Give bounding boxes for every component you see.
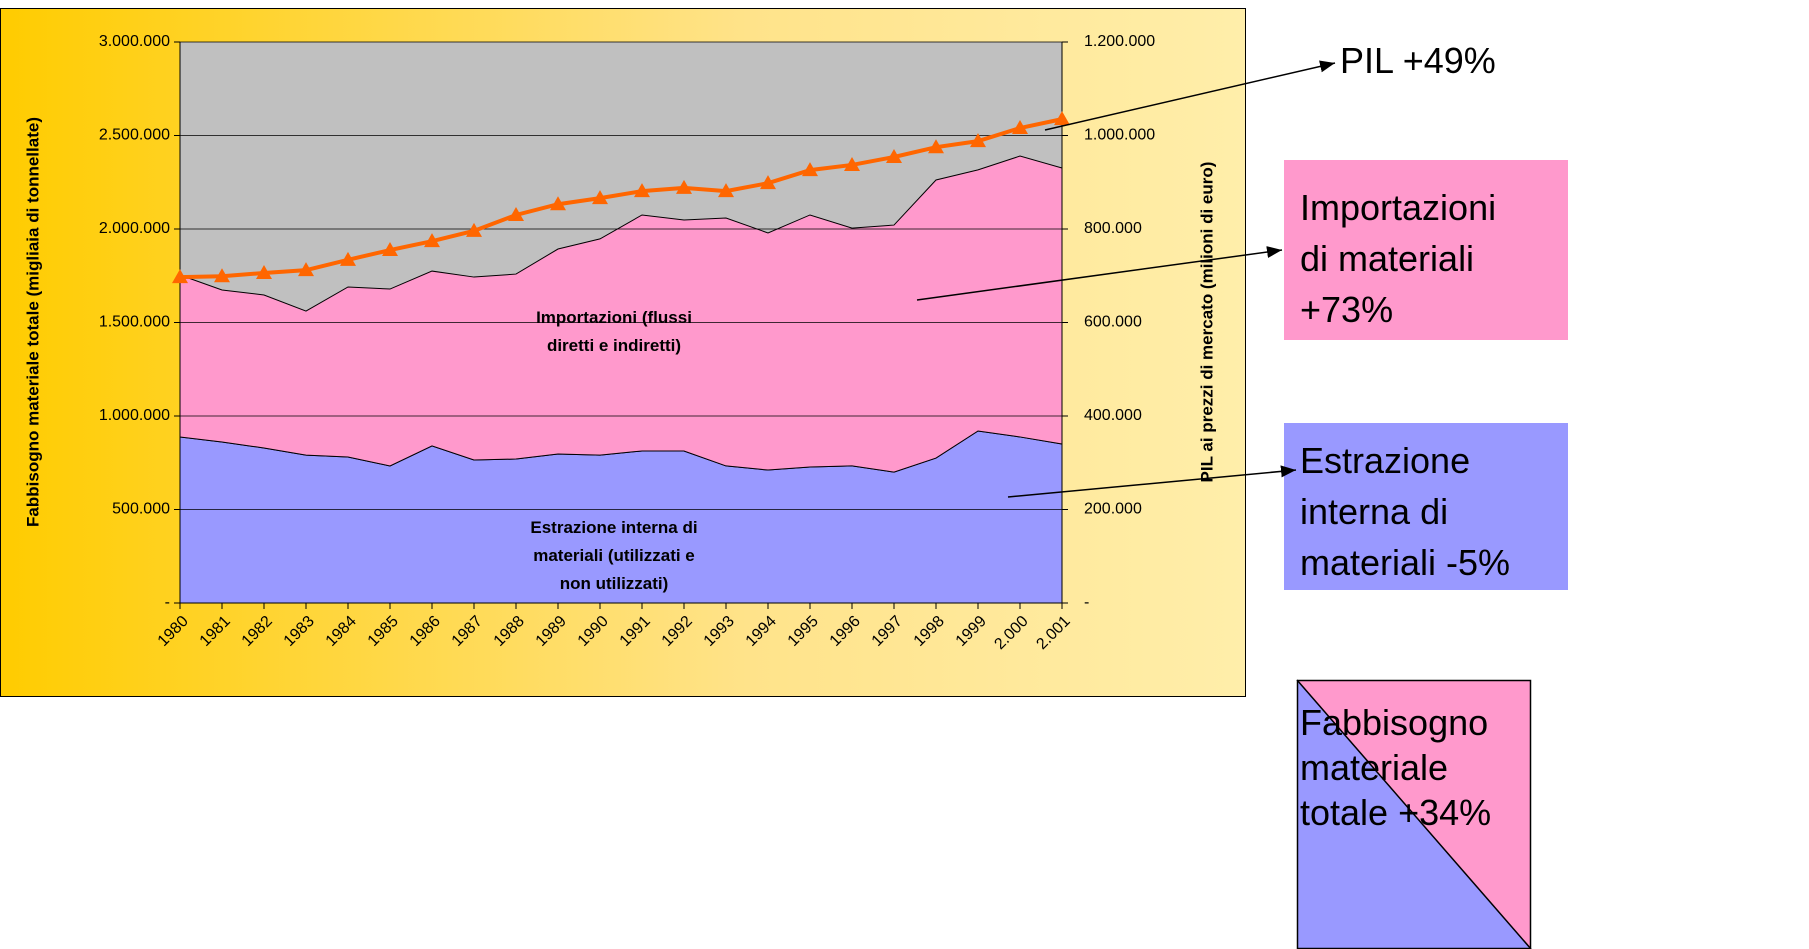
marker: [676, 179, 692, 194]
arrow: [1007, 465, 1297, 498]
marker: [886, 149, 902, 164]
y-axis-label: Fabbisogno materiale totale (migliaia di…: [23, 117, 42, 527]
annotation-line: materiali -5%: [1300, 542, 1510, 583]
marker: [340, 251, 356, 266]
marker: [298, 262, 314, 277]
marker: [508, 206, 524, 221]
arrow: [916, 246, 1283, 301]
marker: [1054, 111, 1070, 126]
marker: [214, 268, 230, 283]
y2-tick-label: 200.000: [1084, 501, 1142, 518]
marker: [718, 183, 734, 198]
y-tick-label: 500.000: [112, 501, 170, 518]
y-tick-label: 3.000.000: [99, 33, 170, 50]
marker: [970, 133, 986, 148]
annotation: Fabbisogno materiale totale +34%: [1300, 702, 1491, 833]
annotation-line: PIL +49%: [1340, 40, 1496, 81]
marker: [550, 196, 566, 211]
marker: [760, 175, 776, 190]
area-label-line: materiali (utilizzati e: [533, 546, 695, 565]
annotation-divider: [1296, 679, 1532, 949]
line: [179, 117, 1063, 280]
y2-tick-label: 1.200.000: [1084, 33, 1155, 50]
annotation-line: di materiali: [1300, 238, 1474, 279]
marker: [382, 242, 398, 257]
area-label-line: non utilizzati): [560, 574, 669, 593]
annotation-line: Importazioni: [1300, 187, 1496, 228]
marker: [634, 183, 650, 198]
marker: [802, 162, 818, 177]
annotation-line: Estrazione: [1300, 440, 1470, 481]
marker: [928, 139, 944, 154]
y2-tick-label: 1.000.000: [1084, 127, 1155, 144]
y2-tick-label: 600.000: [1084, 314, 1142, 331]
annotation-line: Fabbisogno: [1300, 702, 1488, 743]
arrow: [1044, 60, 1336, 131]
marker: [256, 264, 272, 279]
marker: [424, 233, 440, 248]
area-label-line: diretti e indiretti): [547, 336, 681, 355]
y-tick-label: 1.500.000: [99, 314, 170, 331]
y-tick-label: -: [165, 594, 170, 611]
annotation-line: totale +34%: [1300, 792, 1491, 833]
area-label-line: Estrazione interna di: [530, 518, 697, 537]
area-label-line: Importazioni (flussi: [536, 308, 692, 327]
area-label: Estrazione interna di materiali (utilizza…: [530, 518, 697, 593]
y2-tick-label: 400.000: [1084, 407, 1142, 424]
y-tick-label: 2.000.000: [99, 220, 170, 237]
annotation-box: [1284, 160, 1568, 340]
marker: [466, 222, 482, 237]
marker: [172, 269, 188, 284]
annotation-box: [1284, 423, 1568, 590]
marker: [844, 156, 860, 171]
y-tick-label: 2.500.000: [99, 127, 170, 144]
annotation-line: +73%: [1300, 289, 1393, 330]
annotation-line: materiale: [1300, 747, 1448, 788]
y2-tick-label: -: [1084, 594, 1089, 611]
y2-tick-label: 800.000: [1084, 220, 1142, 237]
y2-axis-label: PIL ai prezzi di mercato (milioni di eur…: [1197, 162, 1216, 483]
marker: [592, 190, 608, 205]
annotation-line: interna di: [1300, 491, 1448, 532]
marker: [1012, 120, 1028, 135]
annotation: Estrazione interna di materiali -5%: [1300, 440, 1510, 583]
annotation: Importazioni di materiali +73%: [1300, 187, 1496, 330]
annotation: PIL +49%: [1340, 40, 1496, 81]
y-tick-label: 1.000.000: [99, 407, 170, 424]
